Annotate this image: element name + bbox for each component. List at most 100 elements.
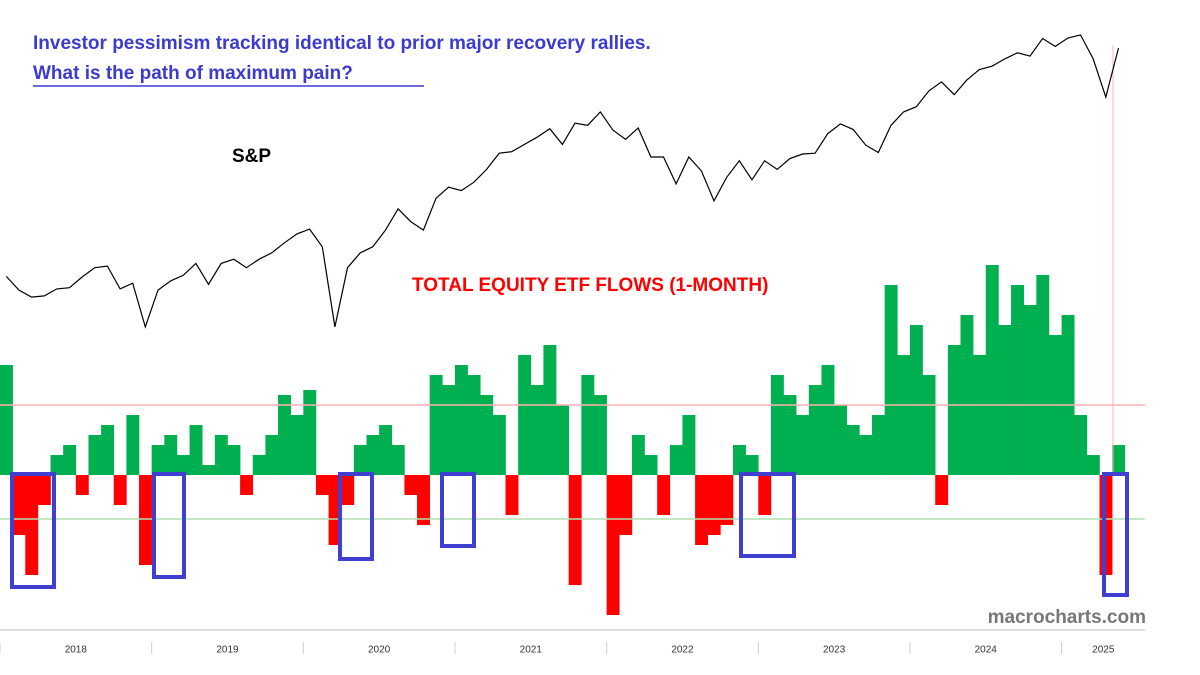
flow-bar — [530, 385, 544, 475]
flow-bar — [834, 405, 848, 475]
x-tick-label: 2023 — [823, 645, 846, 656]
flow-bar — [644, 455, 658, 475]
flow-bar — [581, 375, 595, 475]
flow-bar — [265, 435, 279, 475]
x-tick-label: 2019 — [216, 645, 239, 656]
flow-bar — [480, 395, 494, 475]
flow-bar — [176, 455, 190, 475]
x-tick-label: 2018 — [65, 645, 88, 656]
flow-bar — [682, 415, 696, 475]
flow-bar — [897, 355, 911, 475]
highlight-box — [10, 472, 56, 589]
flow-bar — [0, 365, 13, 475]
flow-bar — [50, 455, 64, 475]
flow-bar — [113, 475, 127, 505]
flow-bar — [657, 475, 671, 515]
flow-bar — [379, 425, 393, 475]
flow-bar — [214, 435, 228, 475]
flow-bar — [998, 325, 1012, 475]
flow-bar — [290, 415, 304, 475]
flow-bar — [37, 475, 51, 505]
flow-bar — [1023, 305, 1037, 475]
highlight-box — [338, 472, 374, 561]
flow-bar — [872, 415, 885, 475]
flow-bar — [745, 455, 759, 475]
flow-bar — [568, 475, 582, 585]
flow-bar — [404, 475, 418, 495]
flow-bar — [1061, 315, 1075, 475]
flow-bar — [783, 395, 797, 475]
highlight-box — [1102, 472, 1129, 597]
flow-bar — [505, 475, 519, 515]
flow-bar — [442, 385, 456, 475]
flow-bar — [252, 455, 266, 475]
flow-bar — [25, 475, 39, 575]
flow-bar — [947, 345, 961, 475]
flow-bar — [543, 345, 557, 475]
flow-bar — [707, 475, 721, 535]
x-tick-label: 2021 — [520, 645, 543, 656]
flow-bar — [1112, 445, 1126, 475]
flow-bar — [556, 405, 570, 475]
reference-lines — [0, 404, 1145, 520]
flow-bar — [303, 390, 317, 475]
flow-bar — [454, 365, 468, 475]
flow-bar — [733, 445, 746, 475]
chart-subtitle: What is the path of maximum pain? — [33, 63, 353, 84]
flow-bar — [164, 435, 178, 475]
flow-bar — [353, 445, 367, 475]
flow-bar — [12, 475, 26, 535]
flow-bar — [796, 415, 810, 475]
flow-bar — [240, 475, 254, 495]
flow-bar — [821, 365, 835, 475]
flow-bar — [189, 425, 203, 475]
flow-bar — [606, 475, 620, 615]
flow-bar — [593, 395, 607, 475]
flow-bar — [341, 475, 355, 505]
line-label: S&P — [232, 146, 271, 167]
flow-bar — [75, 475, 89, 495]
highlight-box — [739, 472, 796, 558]
flow-bar — [631, 435, 645, 475]
flow-bar — [985, 265, 999, 475]
flow-bar — [151, 445, 165, 475]
chart-title: Investor pessimism tracking identical to… — [33, 33, 651, 54]
flow-bar — [518, 355, 532, 475]
flow-bar — [909, 325, 923, 475]
flow-bar — [366, 435, 380, 475]
flow-bar — [669, 445, 683, 475]
flow-bar — [758, 475, 772, 515]
flow-bars — [0, 265, 1126, 615]
flow-bar — [63, 445, 77, 475]
flow-bar — [126, 415, 140, 475]
flow-bar — [417, 475, 430, 525]
flow-bar — [935, 475, 949, 505]
flow-bar — [619, 475, 633, 535]
flow-bar — [391, 445, 405, 475]
highlight-box — [152, 472, 186, 579]
flow-bar — [1036, 275, 1050, 475]
flow-bar — [202, 465, 216, 475]
flow-bar — [808, 385, 822, 475]
highlight-box — [440, 472, 476, 548]
flow-bar — [695, 475, 709, 545]
x-tick-label: 2025 — [1092, 645, 1115, 656]
flow-bar — [315, 475, 329, 495]
flow-bar — [429, 375, 443, 475]
flow-bar — [884, 285, 898, 475]
flow-bar — [960, 315, 974, 475]
flow-bar — [1011, 285, 1024, 475]
flow-bar — [973, 355, 987, 475]
flow-bar — [922, 375, 936, 475]
flow-bar — [1086, 455, 1100, 475]
flow-bar — [278, 395, 291, 475]
x-tick-label: 2024 — [975, 645, 998, 656]
flow-bar — [492, 415, 506, 475]
sp-line — [5, 34, 1120, 329]
flow-bar — [88, 435, 102, 475]
highlight-boxes — [10, 472, 1129, 597]
flow-bar — [1074, 415, 1088, 475]
flow-bar — [227, 445, 241, 475]
